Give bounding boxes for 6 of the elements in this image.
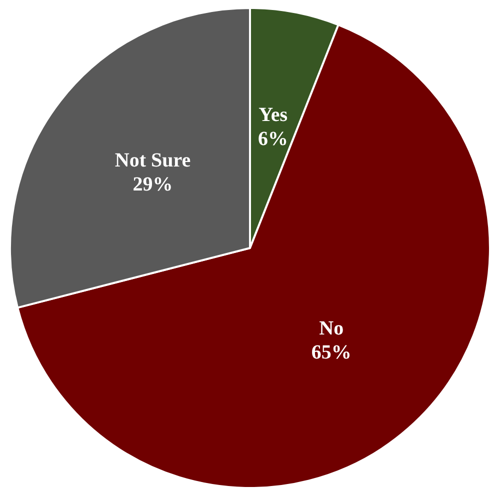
- slice-label: Yes: [258, 104, 288, 126]
- data-label: 29%: [132, 174, 173, 196]
- data-label: 65%: [311, 341, 352, 364]
- data-label: 6%: [258, 128, 288, 150]
- slice-label: No: [319, 317, 344, 340]
- slice-label: Not Sure: [114, 150, 191, 172]
